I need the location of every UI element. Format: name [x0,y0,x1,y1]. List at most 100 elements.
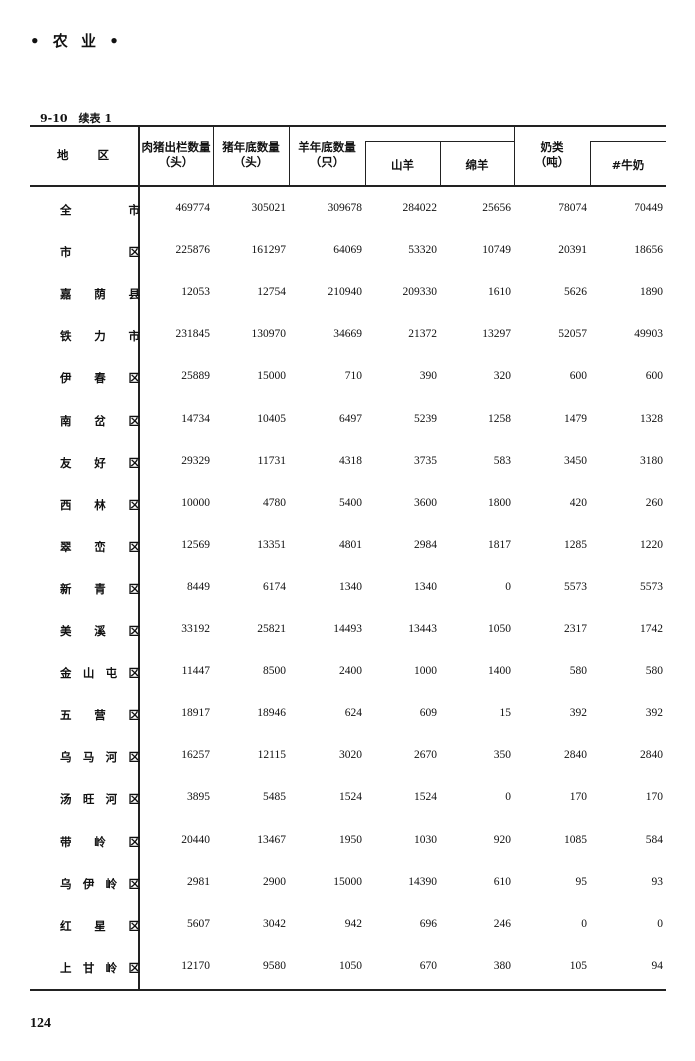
table-cell: 696 [419,917,437,930]
table-cell: 9580 [263,959,286,972]
table-cell: 2317 [564,623,587,635]
table-cell: 600 [569,370,587,383]
table-cell: 13467 [257,833,286,846]
table-cell: 161297 [251,244,287,257]
table-cell: 3180 [640,454,663,467]
region-name: 金山屯区 [60,666,140,681]
region-name: 新青区 [60,581,140,596]
table-cell: 18946 [257,707,286,720]
table-cell: 1285 [564,538,587,551]
divider [289,126,290,186]
table-row: 翠峦区 12569 13351 4801 2984 1817 1285 1220 [30,539,666,559]
table-cell: 1085 [564,833,587,846]
table-row: 乌马河区 16257 12115 3020 2670 350 2840 2840 [30,749,666,769]
table-cell: 34669 [333,328,362,341]
table-cell: 583 [493,454,511,467]
region-name: 友好区 [60,455,140,470]
table-cell: 1030 [414,833,437,846]
table-row: 铁力市 231845 130970 34669 21372 13297 52057 49903 [30,328,666,348]
table-row: 市 区 225876 161297 64069 53320 10749 20391 18656 [30,244,666,264]
table-cell: 392 [569,707,587,720]
table-row: 汤旺河区 3895 5485 1524 1524 0 170 170 [30,791,666,811]
table-top-rule [30,125,666,127]
table-cell: 10000 [181,496,210,509]
table-cell: 1950 [339,833,362,846]
table-cell: 1479 [564,412,587,425]
table-cell: 420 [569,496,587,509]
divider [590,141,666,142]
table-cell: 94 [651,959,664,972]
table-cell: 1220 [640,538,663,551]
table-cell: 12115 [257,749,286,762]
table-cell: 18917 [181,707,210,720]
table-cell: 0 [505,791,511,804]
divider [514,126,515,186]
table-cell: 5239 [414,412,437,425]
table-cell: 12170 [181,959,210,972]
table-cell: 49903 [634,328,663,341]
table-cell: 2840 [640,749,663,762]
table-cell: 1000 [414,665,437,678]
region-name: 汤旺河区 [60,792,140,807]
header-line: （头） [233,155,269,169]
table-cell: 12053 [181,286,210,299]
table-cell: 1050 [488,623,511,635]
divider [440,141,441,186]
table-bottom-rule [30,989,666,991]
table-cell: 10749 [482,244,511,257]
table-cell: 53320 [408,244,437,257]
table-cell: 6497 [339,412,362,425]
table-cell: 0 [581,917,587,930]
table-cell: 2981 [187,875,210,888]
table-cell: 2400 [339,665,362,678]
table-cell: 5573 [564,580,587,593]
divider [365,141,515,142]
table-cell: 284022 [402,202,438,214]
table-cell: 15000 [333,875,362,888]
table-cell: 600 [645,370,663,383]
table-cell: 13351 [257,538,286,551]
header-pigs-end: 猪年底数量 （头） [213,140,289,170]
region-name: 五营区 [60,708,140,723]
table-cell: 3600 [414,496,437,509]
table-cell: 580 [569,665,587,678]
header-cow-milk: #牛奶 [590,158,666,173]
table-cell: 25656 [482,202,511,214]
table-cell: 11447 [181,665,210,678]
divider [590,141,591,186]
region-name: 带岭区 [60,834,140,849]
header-sheep-end: 羊年底数量 （只） [289,140,365,170]
table-cell: 5400 [339,496,362,509]
table-row: 金山屯区 11447 8500 2400 1000 1400 580 580 [30,665,666,685]
table-cell: 2984 [414,538,437,551]
table-cell: 1050 [339,959,362,972]
table-cell: 210940 [327,286,363,299]
table-cell: 5573 [640,580,663,593]
region-name: 美溪区 [60,624,140,638]
divider [365,141,366,186]
table-cell: 1328 [640,412,663,425]
table-cell: 12569 [181,538,210,551]
table-cell: 1890 [640,286,663,299]
table-cell: 2840 [564,749,587,762]
region-name: 南岔区 [60,413,140,428]
table-cell: 1258 [488,412,511,425]
table-cell: 624 [344,707,362,720]
header-region: 地 区 [30,148,138,163]
header-sheep-label: 绵羊 [465,158,489,172]
table-cell: 4801 [339,538,362,551]
table-cell: 610 [493,875,511,888]
table-row: 美溪区 33192 25821 14493 13443 1050 2317 1742 [30,623,666,643]
table-cell: 6174 [263,580,286,593]
table-cell: 15000 [257,370,286,383]
table-cell: 93 [651,875,664,888]
table-cell: 3020 [339,749,362,762]
table-cell: 209330 [402,286,438,299]
region-name: 上甘岭区 [60,960,140,975]
table-cell: 52057 [558,328,587,341]
running-head: • 农 业 • [30,32,123,50]
table-cell: 4318 [339,454,362,467]
table-row: 乌伊岭区 2981 2900 15000 14390 610 95 93 [30,876,666,896]
table-cell: 0 [505,580,511,593]
table-cell: 1524 [339,791,362,804]
